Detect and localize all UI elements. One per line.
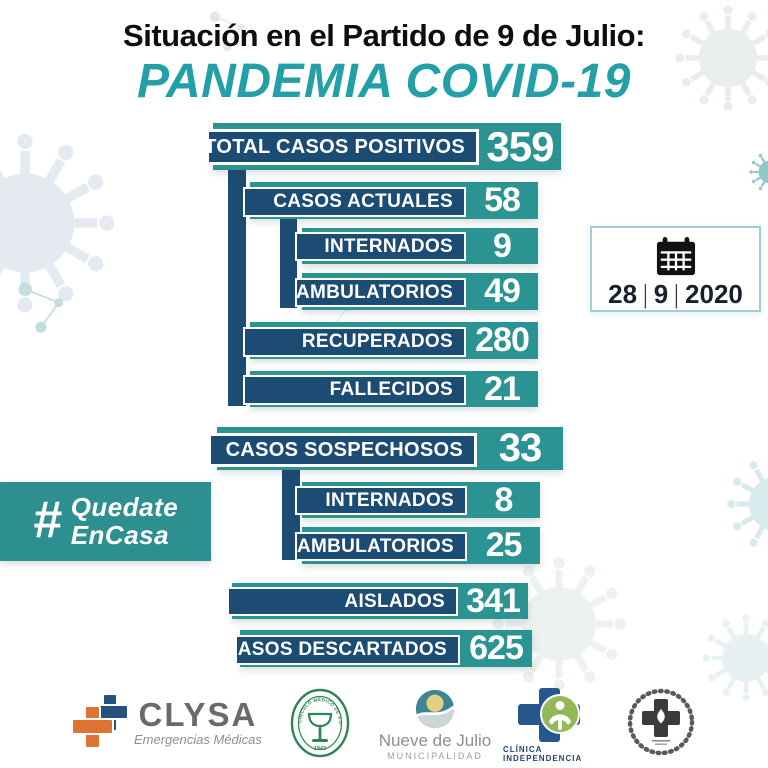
circulo-medico-seal: CÍRCULO MÉDICO DE 9 DE JULIO 1943 [288,687,352,759]
clysa-logo: CLYSA Emergencias Médicas [72,690,262,754]
stat-bar-casos-descartados: CASOS DESCARTADOS 625 [224,629,532,667]
connector-total-children [228,160,246,406]
stat-value: 9 [493,226,512,265]
date-year: 2020 [685,279,743,309]
clysa-name: CLYSA [138,695,258,733]
banner-line2: EnCasa [70,519,170,550]
date-separator: | [674,279,679,309]
page-title: Situación en el Partido de 9 de Julio: [123,18,645,53]
connector-actuales-children [280,210,297,308]
virus-decoration-icon [724,452,768,556]
stat-label: CASOS SOSPECHOSOS [225,438,463,461]
stat-bar-ambulatorios-sospechosos: AMBULATORIOS 25 [295,526,540,564]
stat-value: 625 [469,629,524,667]
stat-bar-internados-actuales: INTERNADOS 9 [295,226,538,265]
clysa-cross-icon [72,694,129,749]
stat-label: CASOS ACTUALES [273,191,453,212]
stat-value: 280 [475,321,530,359]
clinica-independencia-name: CLÍNICA INDEPENDENCIA [503,745,583,763]
stat-label: AISLADOS [344,590,445,612]
page-subtitle: PANDEMIA COVID-19 [137,55,631,108]
stat-label: FALLECIDOS [329,379,453,400]
municipalidad-name: Nueve de Julio [378,731,492,750]
stat-label: INTERNADOS [325,489,454,511]
stat-value: 58 [484,181,521,219]
clinica-independencia-logo: CLÍNICA INDEPENDENCIA [503,688,597,763]
stat-bar-recuperados: RECUPERADOS 280 [243,321,538,359]
chain-seal-logo [625,686,697,758]
municipalidad-logo: Nueve de Julio MUNICIPALIDAD [376,688,494,761]
date-text: 28 | 9 | 2020 [608,279,743,310]
stat-bar-ambulatorios-actuales: AMBULATORIOS 49 [295,272,538,310]
date-month: 9 [653,279,669,309]
quedate-en-casa-banner: # Quedate EnCasa [0,482,211,561]
banner-line1: Quedate [70,492,179,523]
stat-label: CASOS DESCARTADOS [223,639,447,660]
clysa-tagline: Emergencias Médicas [134,731,262,747]
stat-label: INTERNADOS [324,235,453,257]
virus-decoration-icon [748,150,768,194]
stat-value: 33 [498,426,543,470]
stat-bar-internados-sospechosos: INTERNADOS 8 [295,480,540,519]
molecule-decoration-icon [14,278,70,334]
stat-bar-casos-actuales: CASOS ACTUALES 58 [243,181,538,219]
stat-value: 49 [484,272,521,310]
municipalidad-subtitle: MUNICIPALIDAD [387,750,483,761]
date-day: 28 [608,279,638,309]
stat-value: 341 [466,581,521,620]
stat-value: 21 [484,369,521,408]
virus-decoration-icon [700,612,768,704]
stat-bar-fallecidos: FALLECIDOS 21 [243,369,538,408]
stat-value: 25 [485,526,523,564]
stat-value: 8 [494,480,514,519]
stat-bar-aislados: AISLADOS 341 [227,581,528,620]
stat-label: AMBULATORIOS [295,281,453,303]
circulo-medico-year: 1943 [314,746,326,752]
stat-value: 359 [486,122,554,170]
stat-bar-total-casos-positivos: TOTAL CASOS POSITIVOS 359 [204,122,561,170]
municipalidad-icon [415,689,455,729]
virus-decoration-icon [0,128,120,318]
clinica-independencia-icon [518,688,580,742]
calendar-icon [656,237,695,276]
stat-label: RECUPERADOS [301,331,453,352]
stat-label: TOTAL CASOS POSITIVOS [204,135,465,158]
date-box: 28 | 9 | 2020 [590,226,761,312]
virus-decoration-icon [488,553,630,695]
date-separator: | [643,279,648,309]
hashtag-icon: # [32,490,62,549]
stat-bar-casos-sospechosos: CASOS SOSPECHOSOS 33 [208,426,563,470]
stat-label: AMBULATORIOS [296,535,454,557]
